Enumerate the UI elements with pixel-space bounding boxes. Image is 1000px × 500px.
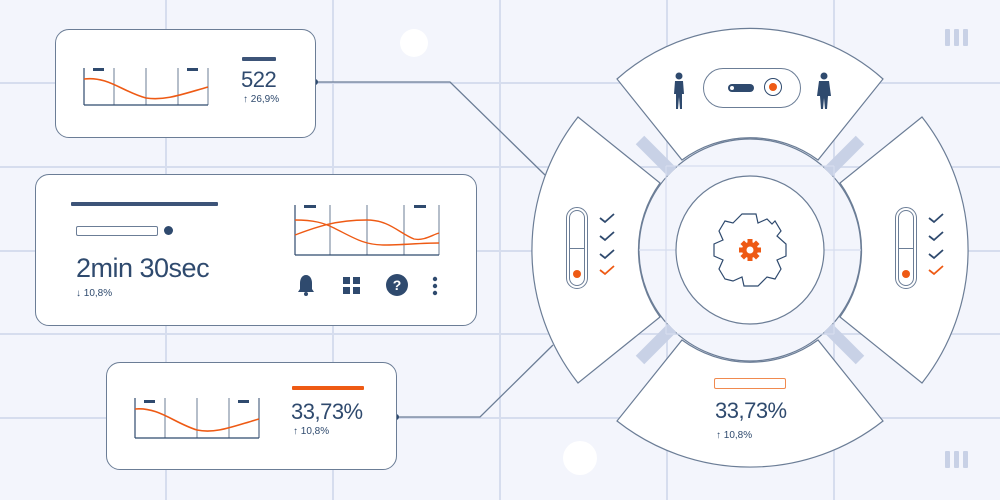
- left-segment: [531, 116, 661, 384]
- toggle-switch[interactable]: [703, 68, 801, 108]
- bottom-segment: [616, 339, 884, 468]
- metric-card-bottom[interactable]: 33,73% ↑ 10,8%: [106, 362, 397, 470]
- progress-input[interactable]: [76, 226, 158, 236]
- person-icon: [817, 72, 831, 109]
- toggle-track: [728, 84, 754, 92]
- metric-value: 33,73%: [291, 399, 363, 424]
- slider-thumb[interactable]: [902, 270, 910, 278]
- grid-line: [0, 166, 1000, 168]
- decorative-dot: [563, 441, 597, 475]
- help-icon[interactable]: ?: [386, 274, 408, 296]
- decorative-bars-icon: [945, 451, 968, 468]
- decorative-dot: [400, 29, 428, 57]
- grid-line: [0, 82, 1000, 84]
- metric-delta: ↑ 26,9%: [243, 94, 280, 105]
- slider-thumb[interactable]: [573, 270, 581, 278]
- vertical-slider[interactable]: [566, 207, 588, 289]
- decorative-bars-icon: [945, 29, 968, 46]
- accent-bar: [242, 57, 276, 61]
- grid-icon[interactable]: [343, 277, 360, 294]
- svg-text:?: ?: [393, 277, 402, 293]
- metric-delta: ↓ 10,8%: [76, 288, 113, 299]
- grid-line: [0, 417, 1000, 419]
- bell-icon[interactable]: [297, 274, 315, 296]
- grid-line: [0, 333, 1000, 335]
- check-icon: [599, 249, 615, 260]
- metric-value: 2min 30sec: [76, 253, 210, 283]
- progress-input[interactable]: [714, 378, 786, 389]
- metric-card-middle[interactable]: 2min 30sec ↓ 10,8% ?: [35, 174, 477, 326]
- checklist: [599, 213, 615, 276]
- title-bar: [71, 202, 218, 206]
- check-icon: [599, 213, 615, 224]
- sparkline-chart: [83, 68, 209, 106]
- metric-card-top[interactable]: 522 ↑ 26,9%: [55, 29, 316, 138]
- person-icon: [674, 72, 684, 109]
- metric-value: 522: [241, 67, 277, 92]
- check-icon: [928, 213, 944, 224]
- metric-delta: ↑ 10,8%: [716, 430, 753, 441]
- check-icon: [928, 249, 944, 260]
- grid-line: [0, 250, 1000, 252]
- check-icon: [599, 231, 615, 242]
- status-dot: [164, 226, 173, 235]
- checklist: [928, 213, 944, 276]
- metric-delta: ↑ 10,8%: [293, 426, 330, 437]
- dual-line-chart: [294, 205, 440, 256]
- more-vertical-icon[interactable]: [432, 276, 438, 296]
- vertical-slider[interactable]: [895, 207, 917, 289]
- check-icon: [928, 231, 944, 242]
- check-icon: [928, 265, 944, 276]
- accent-bar: [292, 386, 364, 390]
- check-icon: [599, 265, 615, 276]
- toggle-knob: [764, 78, 782, 96]
- sparkline-chart: [134, 398, 260, 439]
- metric-value: 33,73%: [715, 398, 787, 423]
